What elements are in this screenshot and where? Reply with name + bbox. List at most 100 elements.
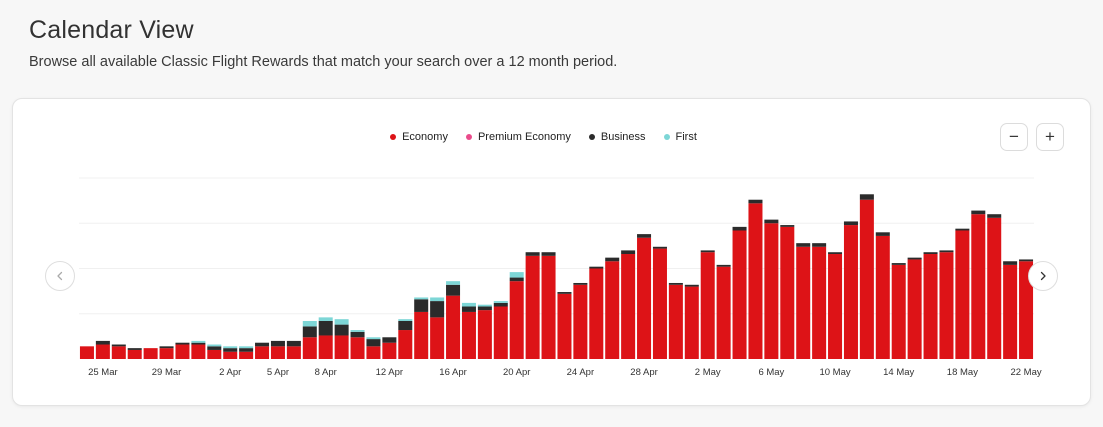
bar-economy[interactable] [509,281,524,359]
bar-first[interactable] [239,346,254,349]
bar-business[interactable] [828,252,843,255]
bar-business[interactable] [923,252,938,255]
bar-first[interactable] [191,340,206,343]
bar-economy[interactable] [907,259,922,359]
zoom-out-button[interactable]: − [1000,123,1028,151]
bar-stack[interactable] [891,263,906,359]
bar-business[interactable] [637,234,652,238]
bar-stack[interactable] [223,346,238,359]
bar-business[interactable] [111,344,126,347]
bar-business[interactable] [366,339,381,347]
bar-stack[interactable] [780,225,795,359]
bar-stack[interactable] [859,194,874,359]
bar-economy[interactable] [191,344,206,359]
bar-business[interactable] [652,246,667,249]
bar-economy[interactable] [334,335,349,359]
bar-stack[interactable] [159,346,174,359]
bar-first[interactable] [509,272,524,278]
bar-economy[interactable] [780,226,795,359]
bar-stack[interactable] [207,344,222,359]
bar-stack[interactable] [1019,259,1034,359]
bar-stack[interactable] [95,340,110,359]
bar-business[interactable] [446,284,461,296]
bar-business[interactable] [191,342,206,345]
bar-stack[interactable] [875,232,890,359]
bar-business[interactable] [477,306,492,311]
bar-economy[interactable] [573,284,588,359]
bar-stack[interactable] [764,219,779,359]
bar-business[interactable] [127,348,142,350]
bar-business[interactable] [987,214,1002,218]
bar-economy[interactable] [382,342,397,359]
bar-stack[interactable] [366,337,381,359]
bar-business[interactable] [1019,259,1034,262]
bar-stack[interactable] [907,257,922,359]
bar-business[interactable] [493,302,508,307]
bar-business[interactable] [414,299,429,312]
bar-economy[interactable] [1019,261,1034,359]
bar-business[interactable] [270,340,285,347]
bar-first[interactable] [334,319,349,325]
bar-economy[interactable] [748,203,763,359]
bar-stack[interactable] [716,264,731,359]
bar-business[interactable] [318,320,333,336]
bar-stack[interactable] [127,348,142,359]
bar-business[interactable] [812,243,827,247]
bar-stack[interactable] [143,348,158,359]
bar-economy[interactable] [175,344,190,359]
bar-economy[interactable] [621,254,636,359]
bar-economy[interactable] [302,337,317,359]
bar-economy[interactable] [477,310,492,359]
bar-economy[interactable] [207,349,222,359]
bar-economy[interactable] [1003,264,1018,359]
bar-business[interactable] [350,331,365,338]
bar-business[interactable] [589,266,604,269]
bar-stack[interactable] [239,346,254,359]
bar-business[interactable] [382,337,397,343]
bar-first[interactable] [430,297,445,302]
bar-first[interactable] [461,302,476,307]
bar-business[interactable] [1003,261,1018,265]
bar-economy[interactable] [732,230,747,359]
bar-economy[interactable] [270,346,285,359]
bar-business[interactable] [207,346,222,350]
bar-economy[interactable] [652,248,667,359]
bar-stack[interactable] [286,340,301,359]
bar-business[interactable] [430,301,445,318]
bar-economy[interactable] [668,284,683,359]
bar-economy[interactable] [684,286,699,359]
bar-business[interactable] [891,263,906,265]
bar-economy[interactable] [812,246,827,359]
bar-stack[interactable] [1003,261,1018,359]
bar-business[interactable] [748,199,763,204]
bar-business[interactable] [907,257,922,260]
bar-economy[interactable] [159,348,174,359]
bar-stack[interactable] [987,214,1002,359]
bar-economy[interactable] [828,254,843,359]
bar-stack[interactable] [812,243,827,359]
bar-business[interactable] [239,348,254,352]
bar-stack[interactable] [589,266,604,359]
bar-economy[interactable] [987,217,1002,359]
bar-economy[interactable] [637,237,652,359]
bar-stack[interactable] [684,284,699,359]
bar-economy[interactable] [461,311,476,359]
bar-stack[interactable] [748,199,763,359]
bar-business[interactable] [668,282,683,285]
bar-economy[interactable] [414,311,429,359]
bar-economy[interactable] [430,317,445,359]
bar-first[interactable] [302,320,317,327]
bar-business[interactable] [621,250,636,255]
bar-economy[interactable] [446,295,461,359]
bar-business[interactable] [525,252,540,256]
bar-economy[interactable] [923,254,938,359]
bar-stack[interactable] [828,252,843,359]
bar-stack[interactable] [923,252,938,359]
bar-business[interactable] [95,340,110,345]
bar-economy[interactable] [955,230,970,359]
bar-business[interactable] [605,257,620,262]
bar-business[interactable] [398,320,413,331]
bar-first[interactable] [223,346,238,349]
bar-stack[interactable] [796,243,811,359]
bar-stack[interactable] [382,337,397,359]
